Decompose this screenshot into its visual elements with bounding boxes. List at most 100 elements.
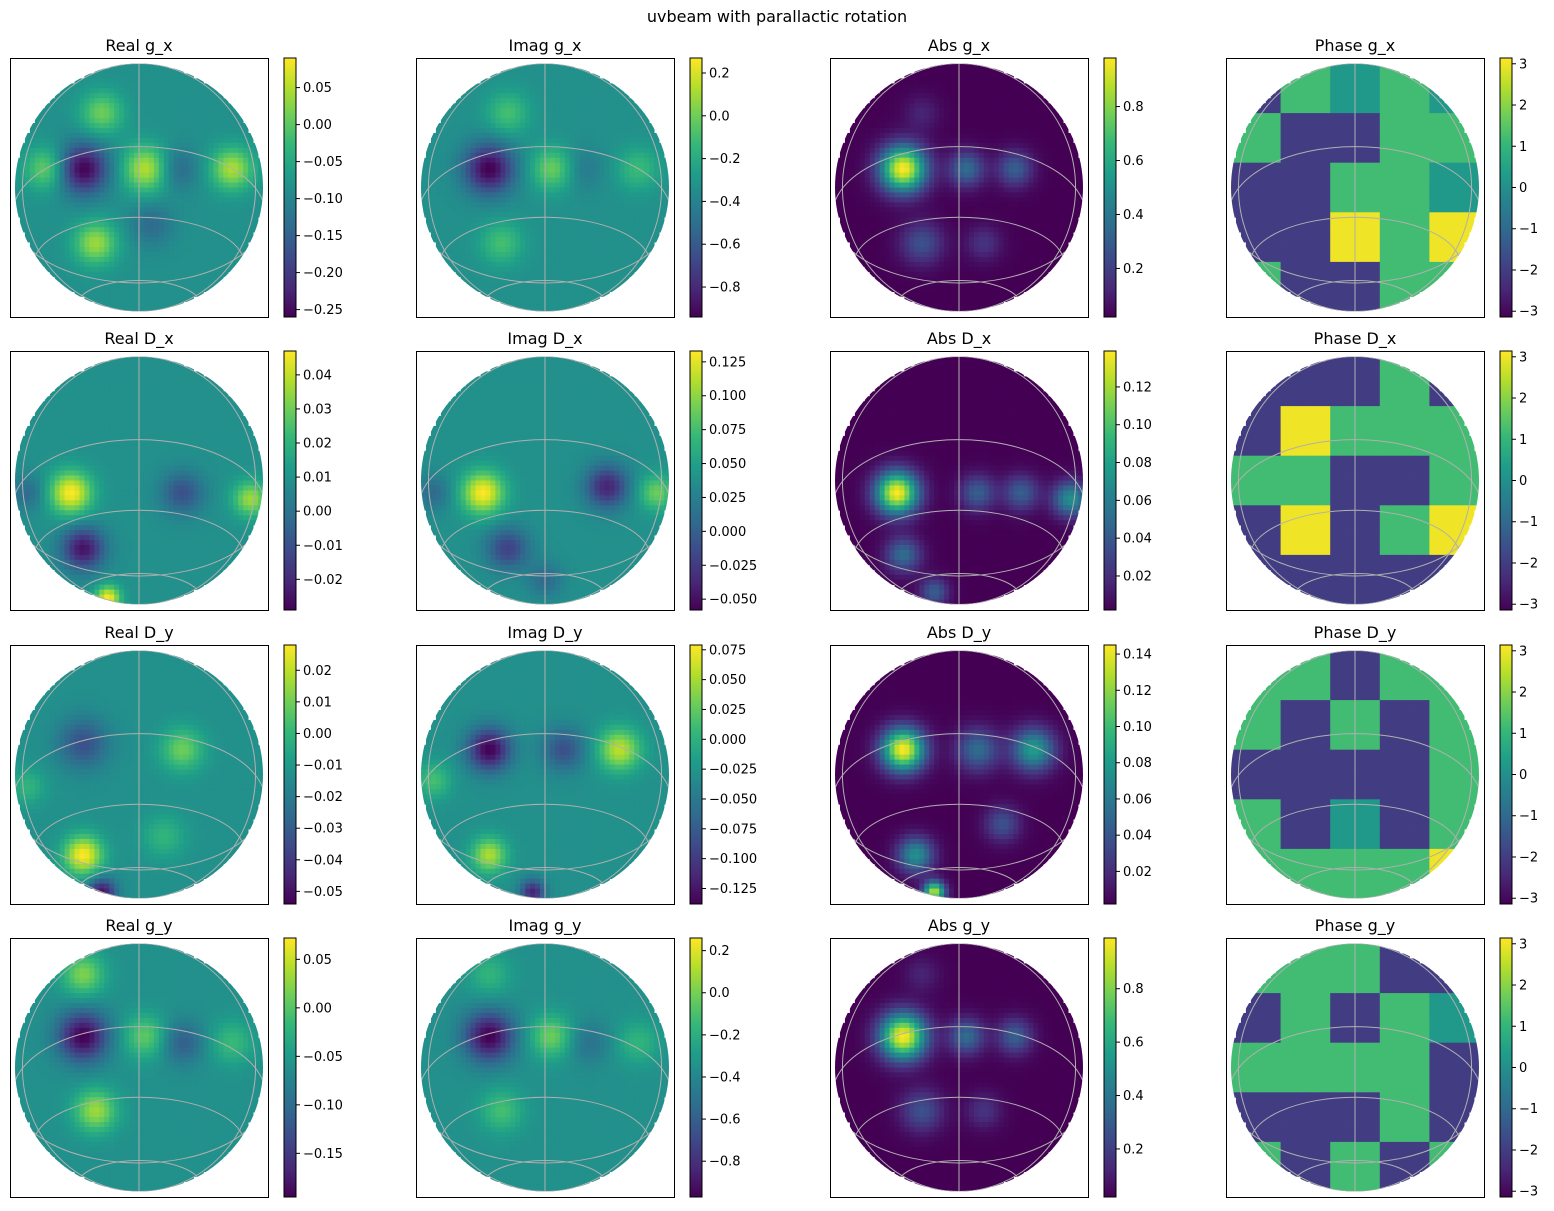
colorbar-tick-label: 0: [1519, 768, 1527, 783]
subplot: Imag D_x 0.125 0.100 0.075 0.050 0.025 0.000 −0…: [416, 329, 757, 611]
colorbar-tick-label: 0.08: [1123, 756, 1152, 771]
colorbar-tick-label: 0.8: [1123, 100, 1144, 115]
colorbar-tick-label: −0.100: [709, 852, 757, 867]
heatmap: [1231, 63, 1479, 312]
colorbar-tick-label: −0.6: [709, 1113, 741, 1128]
colorbar-tick-label: −0.8: [709, 1155, 741, 1170]
colorbar-tick-label: 0.2: [1123, 262, 1144, 277]
colorbar-tick-label: 0.06: [1123, 792, 1152, 807]
colorbar: 0.04 0.03 0.02 0.01 0.00 −0.01 −0.02: [283, 350, 343, 611]
heatmap: [15, 356, 263, 605]
colorbar-gradient: [689, 937, 703, 1198]
colorbar-tick-label: 3: [1519, 57, 1527, 72]
colorbar: 0.125 0.100 0.075 0.050 0.025 0.000 −0.025 −0.0…: [689, 350, 757, 611]
colorbar-tick-label: −0.02: [303, 790, 343, 805]
colorbar-tick-label: 0.01: [303, 695, 332, 710]
heatmap: [15, 943, 263, 1192]
colorbar-tick-label: −0.025: [709, 559, 757, 574]
colorbar-tick-label: 0.075: [709, 423, 746, 438]
colorbar: 0.05 0.00 −0.05 −0.10 −0.15: [283, 937, 343, 1198]
colorbar-gradient: [689, 350, 703, 611]
colorbar-tick-label: 1: [1519, 433, 1527, 448]
colorbar-tick-label: 0.04: [1123, 532, 1152, 547]
subplot-title: Real g_y: [105, 916, 172, 936]
colorbar-tick-label: −0.6: [709, 238, 741, 253]
subplot: Phase D_y 3 2 1 0 −1 −2 −3: [1226, 623, 1538, 907]
axes-frame: [1226, 58, 1485, 318]
colorbar-tick-label: 0.000: [709, 525, 746, 540]
subplot-title: Phase g_x: [1315, 36, 1395, 56]
colorbar-tick-label: 3: [1519, 644, 1527, 659]
colorbar-tick-label: 0.08: [1123, 456, 1152, 471]
colorbar-gradient: [689, 57, 703, 318]
axes-frame: [416, 938, 675, 1198]
colorbar-tick-label: 0.2: [1123, 1142, 1144, 1157]
subplot: Phase g_y 3 2 1 0 −1 −2 −3: [1226, 916, 1538, 1200]
subplot-title: Abs g_x: [928, 36, 990, 56]
colorbar-tick-label: −0.03: [303, 822, 343, 837]
heatmap: [15, 650, 263, 899]
colorbar-tick-label: −3: [1519, 1185, 1538, 1200]
colorbar-tick-label: 0.02: [1123, 569, 1152, 584]
colorbar-tick-label: 0.10: [1123, 418, 1152, 433]
colorbar-tick-label: −2: [1519, 556, 1538, 571]
subplot: Phase g_x 3 2 1 0 −1 −2 −3: [1226, 36, 1538, 320]
axes-frame: [10, 645, 269, 905]
colorbar-tick-label: 3: [1519, 350, 1527, 365]
colorbar-tick-label: −0.02: [303, 573, 343, 588]
colorbar-tick-label: 2: [1519, 392, 1527, 407]
colorbar-tick-label: −2: [1519, 850, 1538, 865]
subplot-title: Imag D_y: [507, 623, 582, 643]
subplot-title: Real D_x: [104, 329, 173, 349]
colorbar-gradient: [283, 350, 297, 611]
colorbar-tick-label: 0.05: [303, 81, 332, 96]
heatmap: [835, 356, 1083, 605]
heatmap: [421, 356, 669, 605]
colorbar-gradient: [1103, 937, 1117, 1198]
colorbar-tick-label: 0.12: [1123, 380, 1152, 395]
colorbar: 0.12 0.10 0.08 0.06 0.04 0.02: [1103, 350, 1152, 611]
colorbar-tick-label: −0.10: [303, 192, 343, 207]
colorbar-tick-label: 0.01: [303, 471, 332, 486]
axes-frame: [830, 58, 1089, 318]
colorbar-tick-label: 0: [1519, 474, 1527, 489]
colorbar-tick-label: −0.050: [709, 792, 757, 807]
colorbar-tick-label: 0.100: [709, 389, 746, 404]
subplot: Real D_y 0.02 0.01 0.00 −0.01 −0.02 −0.03 −0.04…: [10, 623, 343, 905]
colorbar-tick-label: 0.6: [1123, 154, 1144, 169]
axes-frame: [1226, 938, 1485, 1198]
colorbar: 3 2 1 0 −1 −2 −3: [1499, 644, 1538, 907]
colorbar-tick-label: 1: [1519, 1020, 1527, 1035]
colorbar-tick-label: −2: [1519, 263, 1538, 278]
colorbar-tick-label: 0.00: [303, 505, 332, 520]
colorbar-tick-label: 0.6: [1123, 1036, 1144, 1051]
colorbar-gradient: [1499, 644, 1513, 905]
colorbar-tick-label: −1: [1519, 222, 1538, 237]
axes-frame: [830, 645, 1089, 905]
colorbar: 0.02 0.01 0.00 −0.01 −0.02 −0.03 −0.04 −0.05: [283, 644, 343, 905]
colorbar-tick-label: 0.2: [709, 66, 730, 81]
subplot: Real D_x 0.04 0.03 0.02 0.01 0.00 −0.01 −0.02: [10, 329, 343, 611]
subplot-title: Abs D_x: [927, 329, 991, 349]
colorbar: 0.075 0.050 0.025 0.000 −0.025 −0.050 −0.075 −0…: [689, 643, 757, 905]
axes-frame: [830, 938, 1089, 1198]
colorbar-tick-label: −0.075: [709, 822, 757, 837]
colorbar-gradient: [689, 644, 703, 905]
colorbar-gradient: [1103, 644, 1117, 905]
subplot-title: Phase g_y: [1315, 916, 1395, 936]
subplot-title: Imag D_x: [507, 329, 582, 349]
colorbar-tick-label: 0.02: [1123, 865, 1152, 880]
colorbar-tick-label: −3: [1519, 305, 1538, 320]
colorbar-tick-label: 0.04: [1123, 829, 1152, 844]
colorbar-gradient: [1499, 937, 1513, 1198]
colorbar-tick-label: −0.25: [303, 303, 343, 318]
subplot-title: Phase D_x: [1314, 329, 1397, 349]
colorbar-tick-label: 0.10: [1123, 720, 1152, 735]
colorbar-tick-label: −0.05: [303, 885, 343, 900]
subplot: Abs D_y 0.14 0.12 0.10 0.08 0.06 0.04 0.02: [830, 623, 1152, 905]
colorbar-tick-label: 1: [1519, 140, 1527, 155]
colorbar-tick-label: 0.4: [1123, 1089, 1144, 1104]
subplot: Phase D_x 3 2 1 0 −1 −2 −3: [1226, 329, 1538, 613]
colorbar: 3 2 1 0 −1 −2 −3: [1499, 350, 1538, 613]
colorbar: 0.2 0.0 −0.2 −0.4 −0.6 −0.8: [689, 57, 741, 318]
